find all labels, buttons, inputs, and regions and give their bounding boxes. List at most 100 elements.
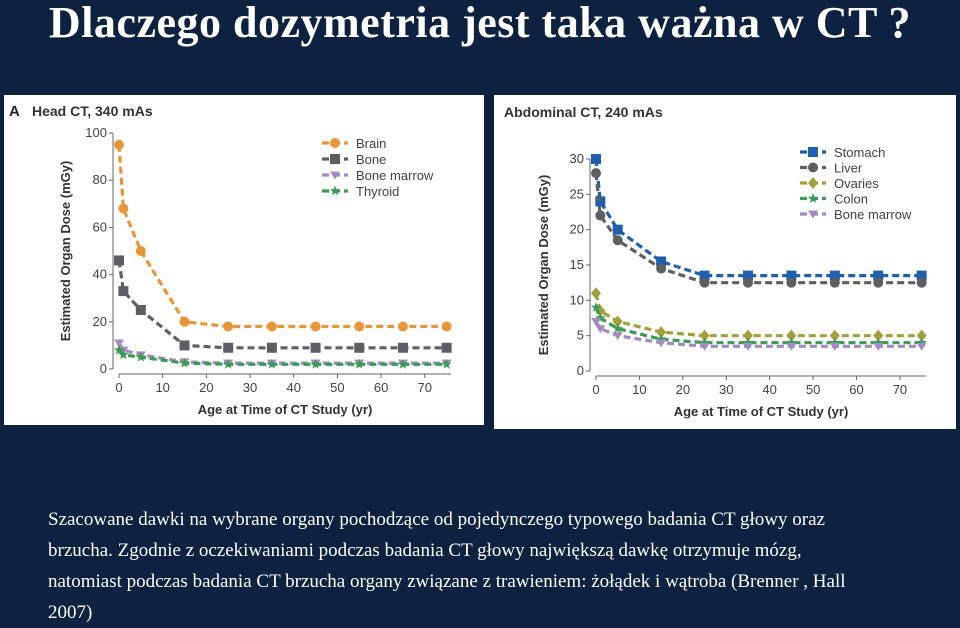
chart1-x-tick-label-1: 10: [632, 382, 646, 397]
chart1-line-ovaries: [594, 292, 922, 338]
chart1-line-liver: [594, 172, 922, 285]
chart0-point-thyroid-6: [310, 358, 321, 369]
chart1-y-tick-label-2: 10: [570, 292, 584, 307]
chart0-y-tick-label-2: 40: [93, 267, 107, 282]
chart1-point-liver-5: [742, 277, 753, 288]
chart0-y-tick-label-0: 0: [100, 361, 107, 376]
chart0-y-axis-label: Estimated Organ Dose (mGy): [58, 161, 73, 342]
chart0-panel-letter: A: [9, 103, 20, 120]
chart0-y-tick-label-5: 100: [85, 125, 107, 140]
chart1-point-colon-8: [873, 337, 884, 348]
chart1-y-tick-label-0: 0: [577, 363, 584, 378]
caption-line-2: brzucha. Zgodnie z oczekiwaniami podczas…: [48, 540, 802, 561]
chart1-y-tick-label-6: 30: [570, 151, 584, 166]
chart1-series-colon: [590, 301, 927, 348]
chart0-point-bone-2: [135, 305, 146, 315]
chart1-point-stomach-8: [873, 270, 884, 281]
chart1-legend-label-stomach: Stomach: [834, 145, 885, 160]
chart0-point-thyroid-4: [223, 358, 234, 369]
chart0-x-tick-label-5: 50: [330, 380, 344, 395]
chart0-point-bone-9: [441, 342, 452, 353]
chart1-point-colon-6: [786, 337, 797, 348]
chart1-legend-marker-stomach: [808, 147, 818, 157]
slide-caption: Szacowane dawki na wybrane organy pochod…: [48, 504, 928, 628]
chart1-point-bone-marrow-4: [699, 342, 710, 351]
chart0-legend-marker-bone-marrow: [330, 171, 340, 180]
chart1-point-ovaries-8: [873, 329, 884, 342]
chart1-point-colon-9: [916, 337, 927, 348]
chart0-x-tick-label-1: 10: [155, 380, 169, 395]
chart0-point-bone-0: [114, 255, 124, 266]
chart1-point-stomach-4: [699, 270, 710, 281]
chart1-legend-label-ovaries: Ovaries: [834, 176, 879, 191]
chart1-point-colon-7: [829, 337, 840, 348]
chart1-legend-marker-ovaries: [808, 177, 818, 189]
chart1-point-stomach-6: [786, 270, 797, 281]
chart1-point-liver-7: [829, 277, 840, 288]
chart0-point-thyroid-7: [354, 358, 365, 369]
caption-line-1: Szacowane dawki na wybrane organy pochod…: [48, 509, 825, 530]
chart1-point-liver-4: [699, 277, 710, 288]
chart0-x-axis-label: Age at Time of CT Study (yr): [198, 402, 373, 417]
chart0-series-bone: [114, 255, 452, 353]
chart1-title: Abdominal CT, 240 mAs: [504, 104, 663, 120]
chart1-point-liver-3: [656, 263, 667, 274]
chart1-point-ovaries-2: [612, 315, 623, 328]
chart1-y-axis-label: Estimated Organ Dose (mGy): [536, 175, 551, 356]
chart1-line-stomach: [594, 158, 922, 278]
chart0-x-tick-label-0: 0: [115, 380, 122, 395]
chart1-point-liver-8: [873, 277, 884, 288]
chart1-x-tick-label-2: 20: [676, 382, 690, 397]
chart1-point-bone-marrow-1: [595, 325, 606, 334]
chart0-x-tick-label-3: 30: [243, 380, 257, 395]
chart0-x-tick-label-2: 20: [199, 380, 213, 395]
chart1-point-liver-2: [612, 235, 623, 246]
abdominal-ct-chart: Abdominal CT, 240 mAs 0 5 10 15 20 25 30 0 10 20 30…: [504, 104, 927, 419]
chart0-point-thyroid-8: [397, 358, 409, 369]
chart0-legend-marker-thyroid: [329, 185, 341, 196]
chart0-point-bone-7: [354, 342, 365, 353]
chart0-x-tick-label-4: 40: [287, 380, 301, 395]
chart1-point-bone-marrow-0: [591, 318, 601, 327]
chart0-point-brain-1: [118, 203, 129, 214]
chart1-point-stomach-0: [591, 154, 601, 164]
abdominal-ct-chart-panel: Abdominal CT, 240 mAs 0 5 10 15 20 25 30 0 10 20 30…: [494, 95, 956, 429]
chart0-legend-marker-brain: [330, 138, 340, 148]
chart0-line-thyroid: [117, 349, 447, 366]
chart1-point-colon-3: [655, 333, 667, 344]
chart0-point-bone-1: [118, 286, 129, 297]
chart1-point-stomach-7: [829, 270, 840, 281]
chart0-point-thyroid-9: [441, 358, 452, 369]
chart1-y-tick-label-3: 15: [570, 257, 584, 272]
chart1-x-tick-label-0: 0: [592, 382, 599, 397]
chart1-point-stomach-5: [742, 270, 753, 281]
chart1-series-bone-marrow: [591, 318, 927, 351]
chart0-series-thyroid: [113, 344, 452, 369]
chart0-legend-label-bone: Bone: [356, 152, 386, 167]
chart0-point-thyroid-2: [135, 351, 147, 362]
chart0-point-bone-5: [266, 342, 277, 353]
chart1-point-ovaries-9: [916, 329, 927, 342]
chart0-line-bone: [117, 260, 447, 350]
chart1-y-tick-label-1: 5: [577, 328, 584, 343]
chart1-legend-marker-liver: [808, 162, 818, 173]
chart0-point-bone-6: [310, 342, 321, 353]
head-ct-chart-panel: A Head CT, 340 mAs 0 20 40 60 80 100 0 10 20 30 40 50…: [4, 95, 484, 425]
chart0-point-bone-4: [223, 342, 234, 353]
chart0-line-brain: [117, 144, 447, 329]
chart0-y-tick-label-4: 80: [93, 172, 107, 187]
chart1-point-ovaries-4: [699, 329, 710, 342]
chart1-point-ovaries-3: [656, 326, 667, 339]
chart0-point-thyroid-1: [118, 349, 129, 360]
chart0-point-thyroid-0: [113, 344, 125, 355]
chart1-point-liver-1: [595, 210, 606, 221]
chart0-series-brain: [114, 139, 452, 332]
chart1-point-colon-0: [590, 301, 602, 312]
chart1-point-bone-marrow-9: [916, 342, 927, 351]
chart1-point-liver-0: [591, 168, 601, 179]
chart0-legend-label-thyroid: Thyroid: [356, 184, 399, 199]
head-ct-chart: A Head CT, 340 mAs 0 20 40 60 80 100 0 10 20 30 40 50…: [9, 103, 452, 417]
chart0-x-tick-label-6: 60: [374, 380, 388, 395]
chart0-point-thyroid-5: [266, 358, 278, 369]
chart1-x-tick-label-4: 40: [762, 382, 776, 397]
